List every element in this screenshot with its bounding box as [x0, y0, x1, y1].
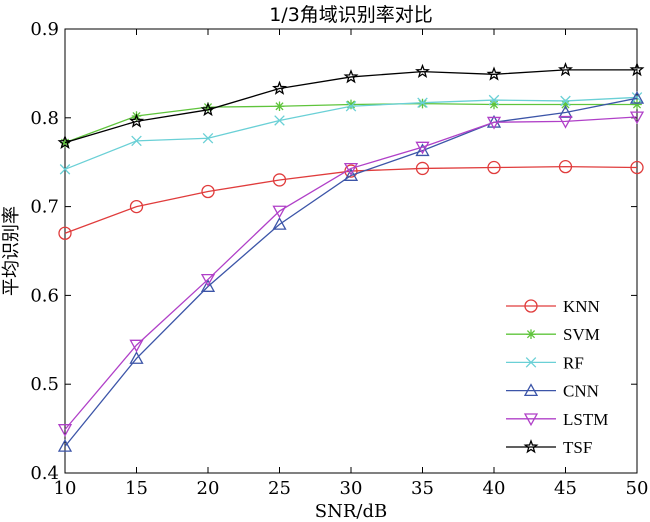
data-point-rf	[131, 135, 142, 147]
data-point-lstm	[343, 162, 359, 176]
data-point-svm	[60, 137, 70, 148]
data-point-knn	[129, 199, 144, 214]
series-rf	[59, 92, 643, 175]
x-tick-label: 35	[411, 478, 434, 499]
data-point-lstm	[272, 205, 287, 219]
x-tick-label: 10	[54, 478, 77, 499]
data-point-tsf	[558, 61, 573, 77]
y-axis-ticks: 0.4 0.5 0.6 0.7 0.8 0.9	[30, 19, 637, 484]
data-point-lstm	[629, 111, 645, 125]
data-point-svm	[489, 99, 499, 110]
x-tick-label: 30	[340, 478, 363, 499]
data-point-svm	[632, 99, 642, 110]
data-point-svm	[203, 102, 213, 112]
legend-label-rf: RF	[563, 353, 584, 372]
data-point-tsf	[629, 61, 645, 77]
data-point-rf	[560, 95, 571, 107]
data-point-cnn	[200, 279, 216, 292]
legend-box	[496, 287, 626, 465]
legend-label-svm: SVM	[563, 325, 600, 344]
data-point-knn	[201, 184, 215, 199]
series-knn	[58, 159, 644, 240]
data-point-svm	[274, 101, 285, 112]
data-point-tsf	[415, 63, 430, 78]
series-line-lstm	[64, 116, 638, 430]
legend-marker-tsf	[523, 439, 539, 454]
x-tick-label: 25	[268, 478, 291, 499]
data-point-tsf	[486, 66, 502, 81]
data-point-knn	[272, 173, 287, 187]
legend-marker-lstm	[523, 413, 539, 427]
legend-label-knn: KNN	[563, 297, 600, 316]
series-line-svm	[64, 102, 637, 144]
data-point-knn	[558, 159, 573, 174]
data-point-rf	[345, 100, 357, 112]
y-tick-label: 0.4	[30, 463, 59, 484]
series-lstm	[57, 111, 645, 437]
data-point-lstm	[129, 339, 144, 353]
data-point-knn	[630, 160, 644, 175]
series-layer	[57, 61, 645, 452]
x-tick-label: 15	[125, 478, 148, 499]
legend-label-lstm: LSTM	[563, 410, 608, 429]
data-point-tsf	[129, 113, 144, 128]
x-tick-label: 40	[483, 478, 506, 499]
data-point-cnn	[272, 217, 287, 230]
series-tsf	[57, 61, 645, 150]
data-point-lstm	[486, 116, 502, 130]
data-point-tsf	[343, 69, 359, 84]
y-tick-label: 0.7	[30, 197, 59, 218]
y-tick-label: 0.5	[30, 374, 59, 395]
legend-label-cnn: CNN	[563, 382, 599, 401]
legend-marker-knn	[524, 299, 538, 313]
data-point-rf	[417, 97, 428, 108]
data-point-cnn	[558, 105, 573, 118]
data-point-rf	[631, 92, 643, 103]
data-point-tsf	[57, 134, 73, 150]
legend-marker-svm	[526, 329, 536, 339]
y-tick-label: 0.6	[30, 285, 59, 306]
legend-marker-rf	[525, 357, 537, 368]
series-line-tsf	[64, 69, 637, 144]
x-tick-label: 20	[197, 478, 220, 499]
data-point-svm	[560, 99, 571, 110]
data-point-tsf	[200, 101, 216, 117]
legend-label-tsf: TSF	[563, 438, 592, 457]
y-tick-label: 0.8	[30, 108, 59, 129]
data-point-lstm	[200, 273, 216, 287]
data-point-knn	[344, 164, 358, 178]
data-point-lstm	[415, 141, 430, 155]
data-point-svm	[346, 99, 356, 110]
data-point-lstm	[558, 115, 573, 129]
data-point-cnn	[129, 351, 144, 364]
data-point-rf	[488, 94, 500, 106]
data-point-knn	[415, 161, 430, 176]
x-axis-label: SNR/dB	[315, 501, 387, 522]
data-point-tsf	[272, 80, 287, 95]
data-point-knn	[487, 160, 501, 175]
x-tick-label: 45	[554, 478, 577, 499]
x-tick-label: 50	[626, 478, 649, 499]
x-axis-ticks: 10 15 20 25 30 35 40 45 50	[54, 29, 649, 499]
y-tick-label: 0.9	[30, 19, 59, 40]
data-point-cnn	[629, 90, 645, 104]
legend: KNN SVM RF CNN LSTM TSF	[496, 287, 626, 465]
data-point-cnn	[57, 439, 73, 452]
data-point-cnn	[415, 143, 430, 157]
data-point-cnn	[343, 168, 359, 181]
series-line-knn	[64, 165, 638, 234]
y-axis-label: 平均识别率	[1, 206, 22, 296]
chart-title: 1/3角域识别率对比	[269, 4, 433, 26]
data-point-knn	[58, 226, 72, 240]
data-point-lstm	[57, 424, 73, 437]
data-point-rf	[202, 132, 214, 144]
data-point-rf	[274, 115, 285, 126]
data-point-rf	[59, 164, 71, 175]
legend-marker-cnn	[523, 383, 539, 397]
